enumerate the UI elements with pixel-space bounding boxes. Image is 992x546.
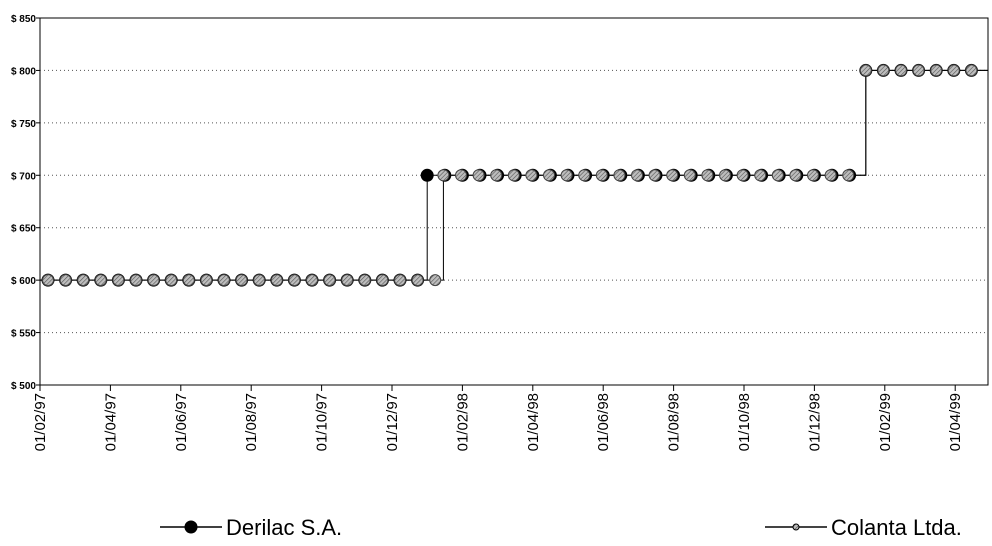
data-point — [472, 169, 485, 182]
data-point — [42, 274, 54, 287]
data-point — [683, 169, 696, 182]
data-point — [253, 274, 266, 287]
x-tick-label: 01/02/98 — [454, 393, 471, 451]
data-point — [507, 169, 520, 182]
y-tick-label: $ 850 — [11, 14, 36, 25]
data-point — [595, 169, 608, 182]
data-point — [376, 274, 389, 287]
data-point — [930, 64, 943, 77]
x-axis-ticks: 01/02/97 01/04/97 01/06/97 01/08/97 01/10/97… — [32, 385, 964, 451]
y-tick-label: $ 550 — [11, 329, 36, 340]
x-tick-label: 01/08/97 — [243, 393, 260, 451]
y-tick-label: $ 750 — [11, 119, 36, 130]
data-point — [165, 274, 178, 287]
data-point — [112, 274, 125, 287]
data-point — [59, 274, 72, 287]
data-point — [306, 274, 318, 287]
x-tick-label: 01/04/99 — [947, 393, 964, 451]
data-point — [631, 169, 644, 182]
x-tick-label: 01/12/97 — [384, 393, 401, 451]
legend-label-0: Derilac S.A. — [226, 515, 342, 540]
x-tick-label: 01/02/97 — [32, 393, 49, 451]
x-tick-label: 01/04/98 — [525, 393, 542, 451]
legend-marker-1 — [792, 523, 800, 531]
data-point — [807, 169, 820, 182]
legend-marker-0 — [184, 520, 198, 534]
data-point — [341, 274, 354, 287]
data-point — [525, 169, 538, 182]
data-point — [771, 169, 784, 182]
data-point — [736, 169, 749, 182]
data-point — [200, 274, 213, 287]
data-point — [429, 274, 442, 287]
x-tick-label: 01/06/98 — [595, 393, 612, 451]
data-point — [965, 64, 978, 77]
data-point — [235, 274, 248, 287]
y-tick-label: $ 600 — [11, 276, 36, 287]
y-axis-ticks: $ 850 $ 800 $ 750 $ 700 $ 650 $ 600 $ 550 $ 500 — [11, 14, 40, 392]
data-point — [613, 169, 626, 182]
data-point — [877, 64, 890, 77]
data-point — [666, 169, 679, 182]
data-point — [94, 274, 107, 287]
x-tick-label: 01/06/97 — [173, 393, 190, 451]
data-point — [912, 64, 925, 77]
data-point — [842, 169, 855, 182]
y-tick-label: $ 700 — [11, 171, 36, 182]
data-point — [789, 169, 802, 182]
data-point — [560, 169, 573, 182]
data-point — [490, 169, 503, 182]
y-tick-label: $ 500 — [11, 381, 36, 392]
data-point — [182, 274, 195, 287]
data-point — [859, 64, 872, 77]
data-point — [394, 274, 406, 287]
data-point — [895, 64, 908, 77]
data-point — [578, 169, 591, 182]
plot-border — [39, 17, 989, 386]
legend-label-1: Colanta Ltda. — [831, 515, 962, 540]
data-point — [218, 274, 230, 287]
data-point — [130, 274, 142, 287]
data-point — [824, 169, 837, 182]
data-point — [323, 274, 336, 287]
legend: Derilac S.A. Colanta Ltda. — [160, 515, 962, 540]
y-tick-label: $ 800 — [11, 66, 36, 77]
x-tick-label: 01/10/98 — [736, 393, 753, 451]
data-point — [701, 169, 714, 182]
x-tick-label: 01/04/97 — [102, 393, 119, 451]
data-point — [648, 169, 661, 182]
data-point — [147, 274, 160, 287]
data-point — [437, 169, 450, 182]
series-markers — [41, 63, 978, 287]
x-tick-label: 01/12/98 — [806, 393, 823, 451]
data-point — [543, 169, 556, 182]
y-tick-label: $ 650 — [11, 224, 36, 235]
data-point — [270, 274, 283, 287]
data-point — [288, 274, 301, 287]
data-point — [947, 64, 960, 77]
data-point — [719, 169, 732, 182]
data-point — [77, 274, 90, 287]
data-point — [411, 274, 424, 287]
x-tick-label: 01/02/99 — [877, 393, 894, 451]
x-tick-label: 01/10/97 — [314, 393, 331, 451]
data-point — [754, 169, 767, 182]
data-point — [455, 169, 468, 182]
data-point — [420, 168, 434, 182]
data-point — [358, 274, 371, 287]
x-tick-label: 01/08/98 — [666, 393, 683, 451]
plot-area — [39, 17, 989, 386]
